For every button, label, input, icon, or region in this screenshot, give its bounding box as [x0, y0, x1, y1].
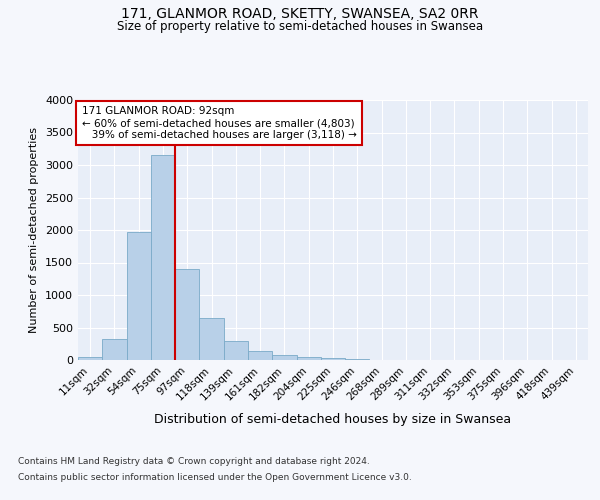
Y-axis label: Number of semi-detached properties: Number of semi-detached properties — [29, 127, 40, 333]
Bar — [296, 357, 321, 360]
Bar — [127, 232, 151, 360]
Bar — [199, 318, 224, 360]
Bar — [151, 154, 175, 360]
Bar — [248, 351, 272, 360]
Bar — [224, 340, 248, 360]
Bar — [102, 339, 127, 360]
Bar — [78, 357, 102, 360]
Bar — [272, 356, 296, 360]
Bar — [321, 358, 345, 360]
Text: Contains HM Land Registry data © Crown copyright and database right 2024.: Contains HM Land Registry data © Crown c… — [18, 458, 370, 466]
Bar — [175, 269, 199, 360]
Text: 171 GLANMOR ROAD: 92sqm
← 60% of semi-detached houses are smaller (4,803)
   39%: 171 GLANMOR ROAD: 92sqm ← 60% of semi-de… — [82, 106, 356, 140]
Text: Distribution of semi-detached houses by size in Swansea: Distribution of semi-detached houses by … — [154, 412, 512, 426]
Text: Contains public sector information licensed under the Open Government Licence v3: Contains public sector information licen… — [18, 472, 412, 482]
Text: 171, GLANMOR ROAD, SKETTY, SWANSEA, SA2 0RR: 171, GLANMOR ROAD, SKETTY, SWANSEA, SA2 … — [121, 8, 479, 22]
Text: Size of property relative to semi-detached houses in Swansea: Size of property relative to semi-detach… — [117, 20, 483, 33]
